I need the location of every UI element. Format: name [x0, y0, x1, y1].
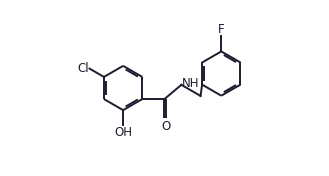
Text: OH: OH	[114, 126, 132, 139]
Text: F: F	[218, 23, 225, 36]
Text: Cl: Cl	[77, 62, 89, 75]
Text: O: O	[161, 120, 170, 133]
Text: NH: NH	[182, 77, 200, 90]
